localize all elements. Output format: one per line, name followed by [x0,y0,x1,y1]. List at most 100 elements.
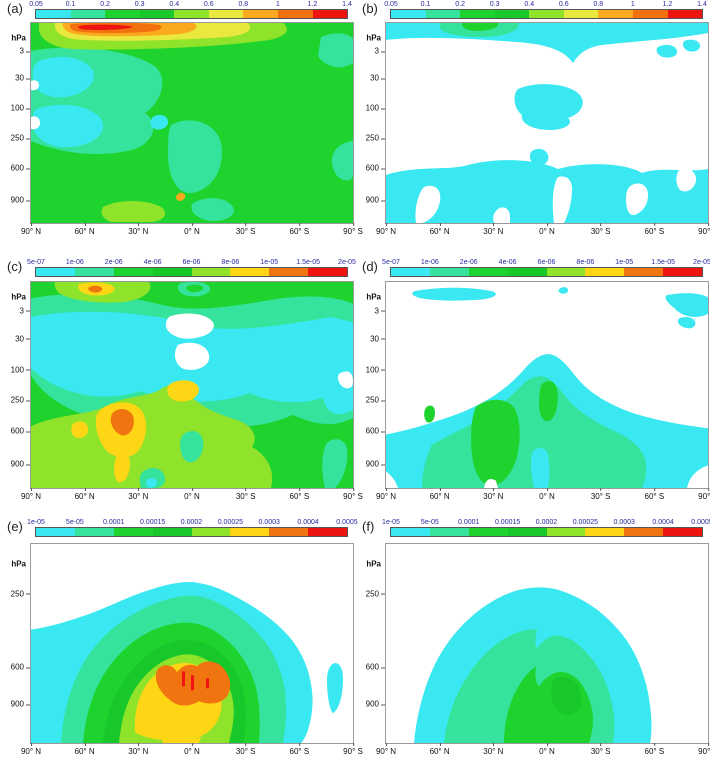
colorbar-tick-label: 1.5e-05 [296,259,320,266]
contour-field-e [31,544,353,743]
yellow-secondary-max [167,380,199,402]
low-value-region [191,198,234,221]
inner-green-core [551,676,582,716]
colorbar-segment [113,528,153,536]
y-tick-label: 3 [19,306,32,316]
colorbar-tick-label: 0.0002 [180,519,203,526]
colorbar-tick-label: 0.00015 [139,519,166,526]
x-tick-label: 0° N [184,223,200,236]
x-tick-label: 30° S [235,743,256,756]
plot-d: hPa 3 30 100 250 600 900 90° N 60° N 30° N 0° N 30°… [366,281,710,501]
green-dot [424,405,435,423]
orange-maximum-core [110,409,134,436]
y-tick-label: 3 [19,46,32,56]
colorbar-tick-label: 1 [630,1,635,8]
colorbar-tick-label: 5e-05 [420,519,439,526]
contour-field-a [31,23,353,223]
colorbar-tick-label: 0.6 [203,1,214,8]
red-fleck [206,678,209,689]
blank-hole [552,176,572,223]
colorbar-tick-label: 0.3 [489,1,500,8]
colorbar-segment [667,10,703,18]
colorbar-segment [243,10,278,18]
x-tick-label: 90° S [698,743,710,756]
colorbar-tick-label: 1.5e-05 [651,259,675,266]
colorbar-segment [36,528,75,536]
cyan-notch [530,447,550,488]
yellow-bottom-column [161,736,201,743]
colorbar-segment [113,268,153,276]
low-value-patch [180,430,204,463]
colorbar-segment [563,10,599,18]
y-tick-label: 600 [365,662,386,672]
colorbar-tick-label: 0.0002 [535,519,558,526]
y-axis-unit-label: hPa [11,33,26,43]
colorbar-tick-label: 0.4 [169,1,180,8]
panel-a: (a) 0.05 0.1 0.2 0.3 0.4 0.6 0.8 1 1.2 1.4 hPa 3 30… [0,0,363,250]
colorbar-segment [546,268,586,276]
colorbar-segment [624,268,664,276]
colorbar-segment [663,268,702,276]
y-tick-label: 900 [10,699,31,709]
green-core-equator [539,381,558,422]
colorbar-segment [507,268,547,276]
yellow-streak [114,453,130,483]
y-tick-label: 250 [10,589,31,599]
colorbar-tick-label: 2e-06 [459,259,478,266]
colorbar-segment [391,10,426,18]
panel-letter-b: (b) [362,1,378,16]
cyan-minimum-region [32,56,94,98]
colorbar-tick-label: 1e-05 [382,519,400,526]
blank-speck [31,80,39,91]
x-tick-label: 60° N [429,743,450,756]
cyan-top-streak [412,287,496,301]
colorbar-segment [36,268,75,276]
x-tick-label: 90° S [343,743,363,756]
x-tick-label: 0° N [184,488,200,501]
colorbar-tick-label: 0.8 [593,1,604,8]
x-tick-label: 90° S [343,488,363,501]
colorbar-tick-label: 0.05 [29,1,43,8]
colorbar-segment [391,268,430,276]
colorbar-tick-label: 0.0003 [258,519,280,526]
blank-hole [676,168,696,192]
blank-hole [165,313,214,339]
y-tick-label: 100 [365,365,386,375]
x-tick-label: 60° S [289,743,310,756]
y-axis-unit-label: hPa [366,559,381,569]
cyan-dot [558,287,568,294]
blank-hole [484,478,498,488]
colorbar-segment [391,528,430,536]
colorbar-f: 1e-05 5e-05 0.0001 0.00015 0.0002 0.00025 0.00… [382,519,710,537]
colorbar-segment [269,528,309,536]
y-tick-label: 3 [374,46,387,56]
low-value-region [318,33,353,68]
colorbar-tick-label: 5e-07 [27,259,45,266]
x-tick-label: 30° N [128,743,149,756]
y-tick-label: 30 [15,73,30,83]
x-tick-label: 30° S [235,488,256,501]
y-tick-label: 100 [365,103,386,113]
y-tick-label: 30 [15,334,30,344]
x-tick-label: 60° S [644,743,665,756]
panel-letter-c: (c) [7,259,23,274]
x-tick-label: 30° S [235,223,256,236]
y-tick-label: 250 [365,133,386,143]
colorbar-segment [468,268,508,276]
orange-top-dot [88,285,103,293]
panel-e: (e) 1e-05 5e-05 0.0001 0.00015 0.0002 0.00025… [0,518,363,768]
x-tick-label: 90° S [698,223,710,236]
colorbar-tick-label: 1e-05 [27,519,45,526]
colorbar-tick-label: 0.05 [384,1,398,8]
y-tick-label: 250 [365,589,386,599]
x-tick-label: 30° N [483,223,504,236]
colorbar-b: 0.05 0.1 0.2 0.3 0.4 0.6 0.8 1 1.2 1.4 [384,1,707,19]
colorbar-segment [36,10,71,18]
colorbar-segment [152,268,192,276]
colorbar-e: 1e-05 5e-05 0.0001 0.00015 0.0002 0.00025 0.00… [27,519,358,537]
colorbar-segment [494,10,530,18]
colorbar-segment [74,528,114,536]
colorbar-tick-label: 0.1 [420,1,431,8]
colorbar-tick-label: 0.3 [134,1,145,8]
y-tick-label: 900 [10,459,31,469]
